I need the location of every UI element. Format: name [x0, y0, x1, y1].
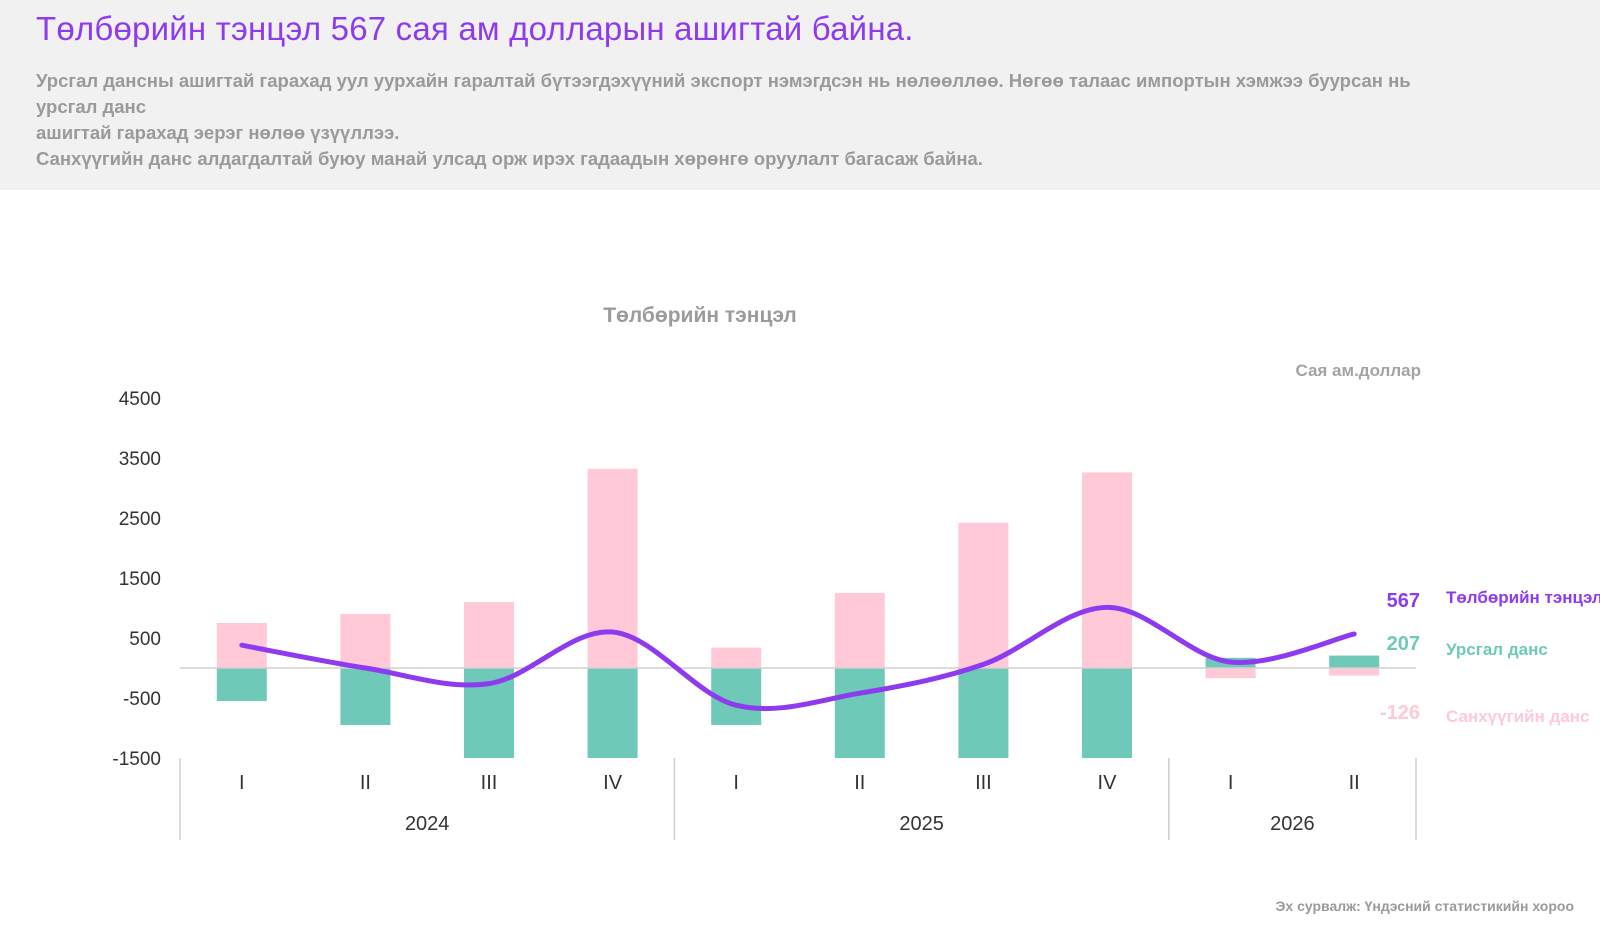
summary-line: Санхүүгийн данс алдагдалтай буюу манай у…: [36, 148, 983, 169]
y-tick-label: 2500: [119, 509, 161, 530]
financial-account-bar: [1205, 668, 1256, 679]
page-title: Төлбөрийн тэнцэл 567 сая ам долларын аши…: [36, 10, 914, 47]
y-tick-label: 4500: [119, 389, 161, 410]
current-account-bar: [1082, 668, 1132, 758]
x-tick-label: II: [360, 772, 371, 794]
x-tick-label: IV: [603, 772, 623, 794]
balance-of-payments-line: [239, 604, 1357, 712]
header-panel: Төлбөрийн тэнцэл 567 сая ам долларын аши…: [0, 0, 1600, 190]
balance-of-payments-chart: Төлбөрийн тэнцэл Сая ам.доллар 4500 3500 250…: [112, 304, 1600, 840]
current-account-bar: [587, 668, 638, 758]
x-tick-label: II: [854, 772, 865, 794]
x-tick-label: III: [975, 772, 992, 794]
y-tick-label: 1500: [119, 569, 161, 590]
financial-account-bar: [1329, 668, 1380, 676]
summary-line: Урсгал дансны ашигтай гарахад уул уурхай…: [36, 70, 1411, 117]
current-account-legend-label: Урсгал данс: [1446, 640, 1548, 659]
x-tick-label: II: [1349, 772, 1360, 794]
x-tick-label: I: [1228, 772, 1234, 794]
year-label: 2025: [899, 813, 944, 835]
financial-account-bar: [340, 614, 391, 668]
financial-account-bar: [1082, 472, 1132, 668]
x-tick-label: I: [239, 772, 245, 794]
balance-line-end-value: 567: [1387, 590, 1420, 612]
x-tick-label: I: [733, 772, 739, 794]
x-tick-label: III: [481, 772, 498, 794]
y-tick-label: -1500: [112, 749, 161, 770]
financial-account-bar: [958, 522, 1009, 668]
chart-title: Төлбөрийн тэнцэл: [603, 304, 797, 327]
financial-account-legend-label: Санхүүгийн данс: [1446, 707, 1590, 726]
current-account-bar: [958, 668, 1009, 758]
financial-account-bar: [711, 647, 762, 668]
y-tick-label: 500: [129, 629, 161, 650]
year-label: 2024: [405, 813, 450, 835]
summary-line: ашигтай гарахад эерэг нөлөө үзүүллээ.: [36, 122, 400, 143]
year-label: 2026: [1270, 813, 1315, 835]
y-tick-label: 3500: [119, 449, 161, 470]
financial-account-end-value: -126: [1380, 702, 1420, 724]
summary-text: Урсгал дансны ашигтай гарахад уул уурхай…: [36, 68, 1476, 172]
financial-account-bar: [464, 602, 514, 668]
source-note: Эх сурвалж: Үндэсний статистикийн хороо: [1275, 898, 1574, 914]
x-tick-label: IV: [1098, 772, 1118, 794]
y-tick-label: -500: [123, 689, 161, 710]
current-account-bar: [216, 668, 267, 701]
current-account-bar: [340, 668, 391, 725]
current-account-bar: [834, 668, 885, 758]
unit-label: Сая ам.доллар: [1295, 361, 1421, 380]
current-account-end-value: 207: [1387, 633, 1420, 655]
current-account-bar: [1329, 655, 1380, 668]
financial-account-bar: [834, 593, 885, 668]
balance-line-legend-label: Төлбөрийн тэнцэл: [1446, 588, 1600, 607]
